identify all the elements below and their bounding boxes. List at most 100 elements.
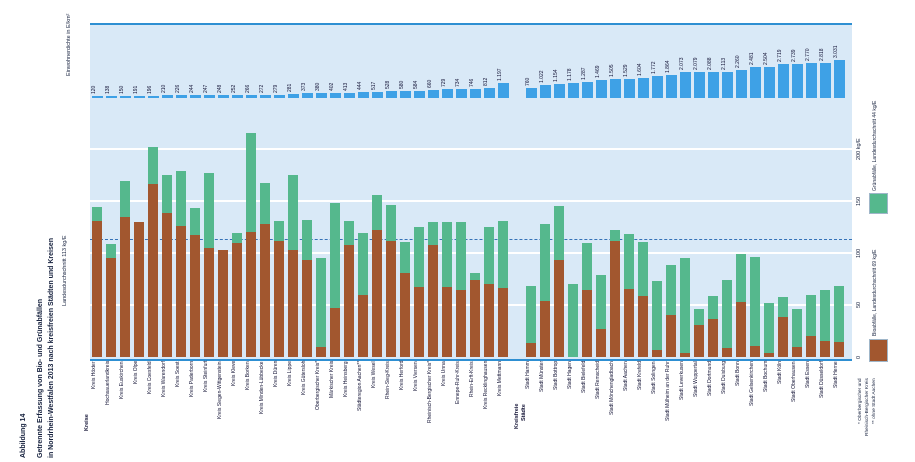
- bar-gruen-segment: [764, 302, 774, 353]
- density-bar: [526, 88, 537, 98]
- x-label: Kreis Minden-Lübbecke: [259, 361, 265, 414]
- x-label: Stadt Leverkusen: [679, 361, 685, 400]
- y-tick-label: 100: [856, 248, 862, 258]
- x-label: Stadt Dortmund: [707, 361, 713, 397]
- x-label: Stadt Oberhausen: [791, 361, 797, 402]
- bar-gruen-segment: [274, 220, 284, 241]
- density-value: 1.178: [567, 68, 573, 81]
- density-bar: [442, 89, 453, 98]
- density-bar: [372, 92, 383, 98]
- bar-gruen-segment: [680, 258, 690, 353]
- density-value: 2.260: [735, 55, 741, 68]
- x-label: Stadt Bottrop: [553, 361, 559, 391]
- density-value: 2.079: [693, 57, 699, 70]
- figure-title: Abbildung 14 Getrennte Erfassung von Bio…: [18, 166, 57, 458]
- density-bar: [470, 89, 481, 98]
- x-label: Stadt Mönchengladbach: [609, 361, 615, 415]
- density-value: 1.772: [651, 61, 657, 74]
- x-label: Kreis Siegen-Wittgenstein: [217, 361, 223, 419]
- density-bar: [274, 95, 285, 98]
- density-bar: [358, 92, 369, 98]
- bar-bio-segment: [554, 260, 564, 357]
- density-value: 2.504: [763, 52, 769, 65]
- density-value: 1.154: [553, 69, 559, 82]
- legend-bio-swatch: [869, 339, 888, 362]
- bar-bio-segment: [778, 317, 788, 357]
- x-label: Kreis Mettmann: [497, 361, 503, 397]
- bar-bio-segment: [274, 240, 284, 357]
- bar-bio-segment: [526, 343, 536, 357]
- density-value: 252: [231, 84, 237, 93]
- density-value: 2.719: [777, 49, 783, 62]
- bar-bio-segment: [148, 184, 158, 357]
- bar-gruen-segment: [624, 234, 634, 290]
- density-value: 150: [119, 85, 125, 94]
- density-bar: [834, 60, 845, 98]
- bar-bio-segment: [232, 242, 242, 357]
- average-axis-label: Landesdurchschnitt 113 kg/E: [62, 235, 68, 306]
- bar-bio-segment: [666, 315, 676, 357]
- density-value: 3.031: [833, 45, 839, 58]
- density-value: 2.073: [679, 57, 685, 70]
- grid-line: [90, 252, 852, 254]
- average-line: [90, 239, 852, 241]
- bar-bio-segment: [820, 341, 830, 357]
- bar-bio-segment: [386, 240, 396, 357]
- bar-bio-segment: [442, 287, 452, 357]
- bar-gruen-segment: [400, 241, 410, 273]
- bar-gruen-segment: [736, 254, 746, 302]
- density-value: 760: [525, 77, 531, 86]
- bar-bio-segment: [638, 295, 648, 357]
- bar-bio-segment: [652, 349, 662, 357]
- bar-bio-segment: [834, 342, 844, 357]
- bar-gruen-segment: [722, 280, 732, 348]
- bar-bio-segment: [400, 272, 410, 357]
- density-value: 584: [413, 80, 419, 89]
- bar-gruen-segment: [568, 284, 578, 357]
- density-bar: [554, 84, 565, 98]
- x-label: Märkischer Kreis: [329, 361, 335, 399]
- density-value: 402: [329, 82, 335, 91]
- footnote-line3: ** ohne Stadt Aachen: [872, 378, 877, 424]
- bar-gruen-segment: [288, 175, 298, 250]
- bar-gruen-segment: [778, 296, 788, 318]
- bar-bio-segment: [176, 225, 186, 357]
- density-bar: [428, 90, 439, 98]
- x-label: Kreis Heinsberg: [343, 361, 349, 397]
- density-bar: [652, 76, 663, 98]
- y-tick-label: 0: [856, 355, 862, 359]
- bar-gruen-segment: [484, 227, 494, 285]
- density-value: 281: [287, 83, 293, 92]
- x-label: Stadt Bielefeld: [581, 361, 587, 394]
- bar-bio-segment: [344, 244, 354, 357]
- bar-gruen-segment: [428, 221, 438, 245]
- bar-bio-segment: [750, 345, 760, 357]
- bar-bio-segment: [456, 290, 466, 357]
- density-bar: [400, 91, 411, 98]
- x-label: Stadt Hagen: [567, 361, 573, 389]
- bar-gruen-segment: [638, 241, 648, 296]
- density-value: 2.739: [791, 49, 797, 62]
- bar-bio-segment: [610, 240, 620, 357]
- bar-bio-segment: [106, 258, 116, 357]
- figure-title-line2: in Nordrhein-Westfalen 2013 nach kreisfr…: [48, 237, 55, 458]
- x-label: Rhein-Erft-Kreis: [469, 361, 475, 397]
- bar-bio-segment: [302, 260, 312, 357]
- density-value: 1.505: [609, 64, 615, 77]
- y-tick-label: 150: [856, 196, 862, 206]
- density-value: 272: [259, 84, 265, 93]
- density-bar: [722, 72, 733, 98]
- density-value: 729: [441, 78, 447, 87]
- bar-gruen-segment: [204, 172, 214, 248]
- density-bar: [288, 94, 299, 98]
- density-bar: [750, 67, 761, 98]
- density-bar: [204, 95, 215, 98]
- density-bar: [624, 79, 635, 98]
- bar-bio-segment: [190, 235, 200, 357]
- bar-bio-segment: [484, 284, 494, 357]
- density-value: 120: [91, 85, 97, 94]
- bar-bio-segment: [498, 288, 508, 357]
- bar-bio-segment: [134, 221, 144, 357]
- grid-line: [90, 148, 852, 150]
